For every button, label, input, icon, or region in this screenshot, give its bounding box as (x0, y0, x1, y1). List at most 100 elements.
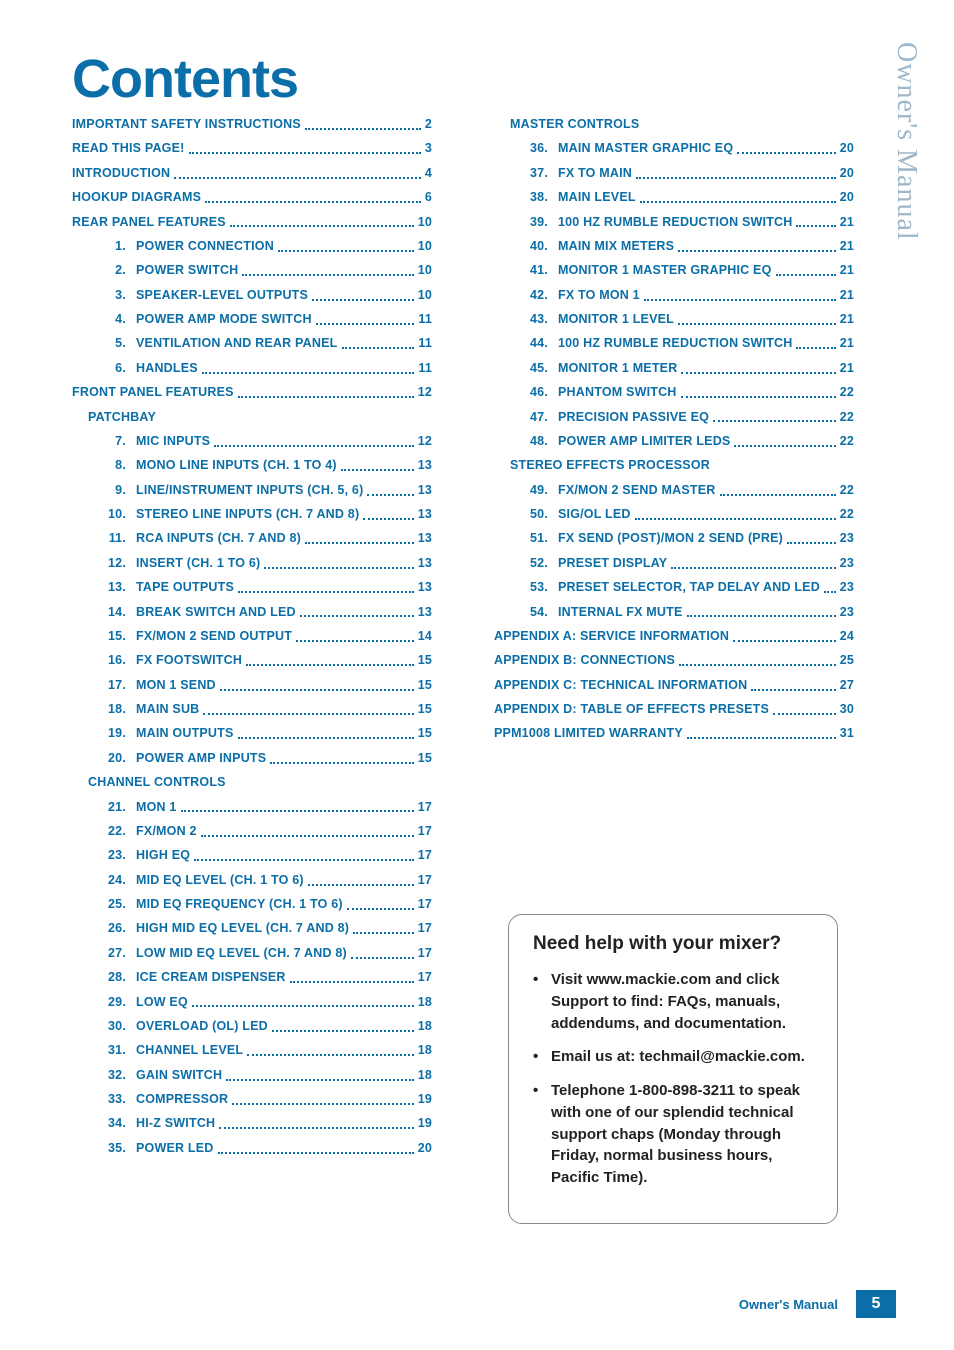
toc-entry[interactable]: 4.POWER AMP MODE SWITCH11 (100, 311, 432, 328)
toc-entry[interactable]: 9.LINE/INSTRUMENT INPUTS (CH. 5, 6)13 (100, 482, 432, 499)
toc-entry[interactable]: 35.POWER LED20 (100, 1140, 432, 1157)
toc-entry-number: 39. (522, 214, 548, 231)
toc-entry[interactable]: 31.CHANNEL LEVEL18 (100, 1042, 432, 1059)
toc-entry[interactable]: 52.PRESET DISPLAY23 (522, 555, 854, 572)
toc-entry[interactable]: 5.VENTILATION AND REAR PANEL11 (100, 335, 432, 352)
toc-entry[interactable]: 44.100 HZ RUMBLE REDUCTION SWITCH21 (522, 335, 854, 352)
help-box-item: Telephone 1-800-898-3211 to speak with o… (533, 1080, 813, 1189)
toc-entry[interactable]: APPENDIX A: SERVICE INFORMATION24 (494, 628, 854, 645)
toc-entry[interactable]: 27.LOW MID EQ LEVEL (CH. 7 AND 8)17 (100, 945, 432, 962)
toc-entry[interactable]: 16.FX FOOTSWITCH15 (100, 652, 432, 669)
toc-entry[interactable]: 14.BREAK SWITCH AND LED13 (100, 604, 432, 621)
toc-entry-number: 3. (100, 287, 126, 304)
toc-entry[interactable]: 50.SIG/OL LED22 (522, 506, 854, 523)
toc-entry-page: 27 (840, 677, 854, 694)
toc-entry-number: 12. (100, 555, 126, 572)
toc-entry-label: VENTILATION AND REAR PANEL (136, 335, 338, 352)
toc-entry[interactable]: 21.MON 117 (100, 799, 432, 816)
toc-entry[interactable]: PATCHBAY (88, 409, 432, 426)
toc-entry-page: 13 (418, 530, 432, 547)
toc-entry-label: POWER AMP LIMITER LEDS (558, 433, 730, 450)
footer-label: Owner's Manual (739, 1297, 838, 1312)
toc-entry-label: POWER CONNECTION (136, 238, 274, 255)
toc-entry[interactable]: STEREO EFFECTS PROCESSOR (510, 457, 854, 474)
toc-entry-number: 17. (100, 677, 126, 694)
toc-entry[interactable]: 40.MAIN MIX METERS21 (522, 238, 854, 255)
toc-entry[interactable]: 10.STEREO LINE INPUTS (CH. 7 AND 8)13 (100, 506, 432, 523)
toc-entry[interactable]: 26.HIGH MID EQ LEVEL (CH. 7 AND 8)17 (100, 920, 432, 937)
toc-entry[interactable]: 49.FX/MON 2 SEND MASTER22 (522, 482, 854, 499)
toc-entry[interactable]: APPENDIX B: CONNECTIONS25 (494, 652, 854, 669)
toc-entry[interactable]: 54.INTERNAL FX MUTE23 (522, 604, 854, 621)
toc-entry-number: 5. (100, 335, 126, 352)
toc-entry-page: 13 (418, 506, 432, 523)
toc-entry-number: 41. (522, 262, 548, 279)
toc-entry[interactable]: 53.PRESET SELECTOR, TAP DELAY AND LED23 (522, 579, 854, 596)
toc-entry[interactable]: 46.PHANTOM SWITCH22 (522, 384, 854, 401)
toc-entry[interactable]: 11.RCA INPUTS (CH. 7 AND 8)13 (100, 530, 432, 547)
toc-entry-label: PHANTOM SWITCH (558, 384, 677, 401)
toc-entry[interactable]: 1.POWER CONNECTION10 (100, 238, 432, 255)
toc-entry[interactable]: 42.FX TO MON 121 (522, 287, 854, 304)
toc-entry[interactable]: 28.ICE CREAM DISPENSER17 (100, 969, 432, 986)
toc-entry[interactable]: 20.POWER AMP INPUTS15 (100, 750, 432, 767)
toc-entry[interactable]: INTRODUCTION4 (72, 165, 432, 182)
toc-entry[interactable]: CHANNEL CONTROLS (88, 774, 432, 791)
toc-entry[interactable]: 51.FX SEND (POST)/MON 2 SEND (PRE)23 (522, 530, 854, 547)
toc-leader-dots (308, 872, 414, 886)
toc-entry[interactable]: 25.MID EQ FREQUENCY (CH. 1 TO 6)17 (100, 896, 432, 913)
toc-entry[interactable]: 6.HANDLES11 (100, 360, 432, 377)
toc-entry[interactable]: REAR PANEL FEATURES10 (72, 214, 432, 231)
toc-entry-number: 13. (100, 579, 126, 596)
toc-entry[interactable]: 15.FX/MON 2 SEND OUTPUT14 (100, 628, 432, 645)
toc-leader-dots (203, 701, 413, 715)
toc-entry[interactable]: 7.MIC INPUTS12 (100, 433, 432, 450)
toc-entry[interactable]: 12.INSERT (CH. 1 TO 6)13 (100, 555, 432, 572)
toc-entry[interactable]: 29.LOW EQ18 (100, 994, 432, 1011)
toc-entry[interactable]: 3.SPEAKER-LEVEL OUTPUTS10 (100, 287, 432, 304)
toc-entry[interactable]: 37.FX TO MAIN20 (522, 165, 854, 182)
toc-entry[interactable]: 45.MONITOR 1 METER21 (522, 360, 854, 377)
toc-entry-label: HIGH EQ (136, 847, 190, 864)
toc-entry-label: APPENDIX C: TECHNICAL INFORMATION (494, 677, 747, 694)
toc-entry-label: FX/MON 2 (136, 823, 197, 840)
toc-entry-label: PRESET DISPLAY (558, 555, 667, 572)
toc-leader-dots (678, 311, 836, 325)
toc-entry[interactable]: 22.FX/MON 217 (100, 823, 432, 840)
toc-entry-page: 21 (840, 335, 854, 352)
toc-entry-page: 17 (418, 896, 432, 913)
toc-entry[interactable]: PPM1008 LIMITED WARRANTY31 (494, 725, 854, 742)
toc-entry[interactable]: 38.MAIN LEVEL20 (522, 189, 854, 206)
toc-entry-label: MON 1 (136, 799, 177, 816)
footer: Owner's Manual 5 (739, 1290, 896, 1318)
toc-entry[interactable]: 43.MONITOR 1 LEVEL21 (522, 311, 854, 328)
toc-entry[interactable]: 39.100 HZ RUMBLE REDUCTION SWITCH21 (522, 214, 854, 231)
toc-entry[interactable]: FRONT PANEL FEATURES12 (72, 384, 432, 401)
toc-entry[interactable]: READ THIS PAGE!3 (72, 140, 432, 157)
toc-entry[interactable]: 36.MAIN MASTER GRAPHIC EQ20 (522, 140, 854, 157)
toc-entry[interactable]: 13.TAPE OUTPUTS13 (100, 579, 432, 596)
toc-entry[interactable]: 33.COMPRESSOR19 (100, 1091, 432, 1108)
toc-entry[interactable]: 30.OVERLOAD (OL) LED18 (100, 1018, 432, 1035)
toc-entry[interactable]: 23.HIGH EQ17 (100, 847, 432, 864)
toc-entry-label: CHANNEL LEVEL (136, 1042, 243, 1059)
toc-entry[interactable]: 32.GAIN SWITCH18 (100, 1067, 432, 1084)
toc-entry[interactable]: 34.HI-Z SWITCH19 (100, 1115, 432, 1132)
toc-leader-dots (635, 506, 836, 520)
toc-entry[interactable]: 19.MAIN OUTPUTS15 (100, 725, 432, 742)
toc-entry[interactable]: 41.MONITOR 1 MASTER GRAPHIC EQ21 (522, 262, 854, 279)
toc-entry[interactable]: 8.MONO LINE INPUTS (CH. 1 TO 4)13 (100, 457, 432, 474)
toc-entry[interactable]: 2.POWER SWITCH10 (100, 262, 432, 279)
toc-entry[interactable]: HOOKUP DIAGRAMS6 (72, 189, 432, 206)
toc-entry[interactable]: 47.PRECISION PASSIVE EQ22 (522, 409, 854, 426)
toc-entry[interactable]: 48.POWER AMP LIMITER LEDS22 (522, 433, 854, 450)
toc-entry-page: 10 (418, 238, 432, 255)
toc-entry[interactable]: IMPORTANT SAFETY INSTRUCTIONS2 (72, 116, 432, 133)
toc-entry[interactable]: APPENDIX C: TECHNICAL INFORMATION 27 (494, 677, 854, 694)
toc-entry-page: 20 (840, 189, 854, 206)
toc-entry[interactable]: 18.MAIN SUB15 (100, 701, 432, 718)
toc-entry[interactable]: 24.MID EQ LEVEL (CH. 1 TO 6)17 (100, 872, 432, 889)
toc-entry[interactable]: 17.MON 1 SEND15 (100, 677, 432, 694)
toc-entry[interactable]: APPENDIX D: TABLE OF EFFECTS PRESETS30 (494, 701, 854, 718)
toc-entry[interactable]: MASTER CONTROLS (510, 116, 854, 133)
